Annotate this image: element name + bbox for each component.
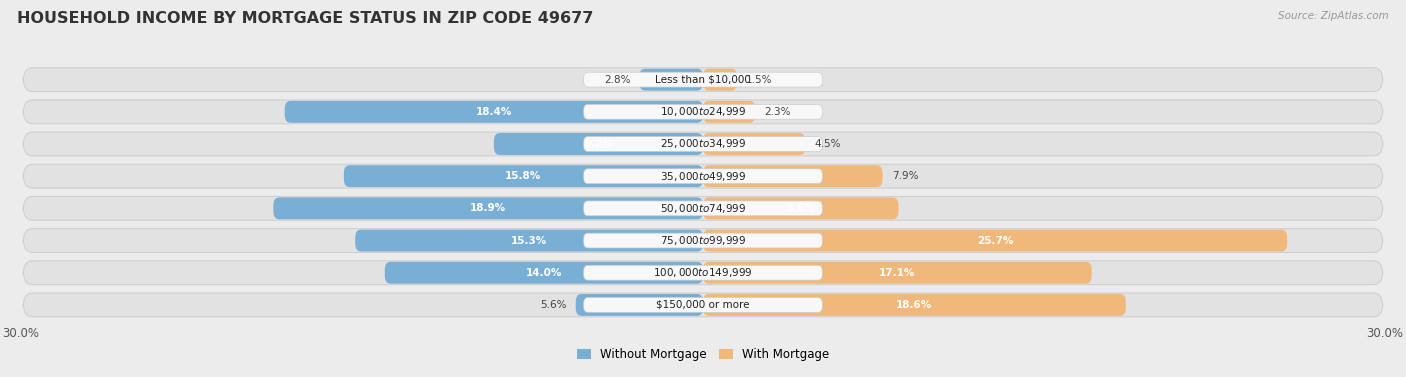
Text: 2.8%: 2.8% [603, 75, 630, 84]
FancyBboxPatch shape [24, 68, 1382, 92]
FancyBboxPatch shape [285, 101, 703, 123]
FancyBboxPatch shape [703, 262, 1091, 284]
FancyBboxPatch shape [703, 230, 1286, 251]
Text: 1.5%: 1.5% [747, 75, 773, 84]
Text: $35,000 to $49,999: $35,000 to $49,999 [659, 170, 747, 183]
FancyBboxPatch shape [24, 228, 1382, 253]
Text: Less than $10,000: Less than $10,000 [655, 75, 751, 84]
FancyBboxPatch shape [24, 196, 1382, 220]
FancyBboxPatch shape [703, 198, 898, 219]
FancyBboxPatch shape [703, 101, 755, 123]
FancyBboxPatch shape [703, 133, 806, 155]
Text: $25,000 to $34,999: $25,000 to $34,999 [659, 138, 747, 150]
Text: $150,000 or more: $150,000 or more [657, 300, 749, 310]
FancyBboxPatch shape [583, 104, 823, 119]
FancyBboxPatch shape [583, 233, 823, 248]
FancyBboxPatch shape [703, 69, 737, 90]
FancyBboxPatch shape [24, 164, 1382, 188]
FancyBboxPatch shape [344, 165, 703, 187]
Legend: Without Mortgage, With Mortgage: Without Mortgage, With Mortgage [572, 343, 834, 366]
FancyBboxPatch shape [703, 165, 883, 187]
FancyBboxPatch shape [583, 265, 823, 280]
Text: 14.0%: 14.0% [526, 268, 562, 278]
Text: 5.6%: 5.6% [540, 300, 567, 310]
Text: 15.8%: 15.8% [505, 171, 541, 181]
FancyBboxPatch shape [356, 230, 703, 251]
Text: Source: ZipAtlas.com: Source: ZipAtlas.com [1278, 11, 1389, 21]
FancyBboxPatch shape [385, 262, 703, 284]
FancyBboxPatch shape [640, 69, 703, 90]
Text: 17.1%: 17.1% [879, 268, 915, 278]
Text: 18.4%: 18.4% [475, 107, 512, 117]
Text: HOUSEHOLD INCOME BY MORTGAGE STATUS IN ZIP CODE 49677: HOUSEHOLD INCOME BY MORTGAGE STATUS IN Z… [17, 11, 593, 26]
FancyBboxPatch shape [24, 261, 1382, 285]
FancyBboxPatch shape [583, 201, 823, 216]
Text: 25.7%: 25.7% [977, 236, 1014, 245]
FancyBboxPatch shape [575, 294, 703, 316]
FancyBboxPatch shape [583, 297, 823, 312]
FancyBboxPatch shape [273, 198, 703, 219]
FancyBboxPatch shape [24, 100, 1382, 124]
Text: 2.3%: 2.3% [765, 107, 790, 117]
Text: $50,000 to $74,999: $50,000 to $74,999 [659, 202, 747, 215]
Text: 18.9%: 18.9% [470, 203, 506, 213]
FancyBboxPatch shape [703, 294, 1126, 316]
Text: 7.9%: 7.9% [891, 171, 918, 181]
FancyBboxPatch shape [24, 293, 1382, 317]
Text: 15.3%: 15.3% [510, 236, 547, 245]
Text: 4.5%: 4.5% [814, 139, 841, 149]
FancyBboxPatch shape [583, 72, 823, 87]
Text: $100,000 to $149,999: $100,000 to $149,999 [654, 266, 752, 279]
FancyBboxPatch shape [583, 169, 823, 184]
Text: 8.6%: 8.6% [786, 203, 815, 213]
Text: $75,000 to $99,999: $75,000 to $99,999 [659, 234, 747, 247]
Text: $10,000 to $24,999: $10,000 to $24,999 [659, 105, 747, 118]
FancyBboxPatch shape [24, 132, 1382, 156]
Text: 9.2%: 9.2% [583, 139, 613, 149]
FancyBboxPatch shape [494, 133, 703, 155]
FancyBboxPatch shape [583, 136, 823, 152]
Text: 18.6%: 18.6% [896, 300, 932, 310]
